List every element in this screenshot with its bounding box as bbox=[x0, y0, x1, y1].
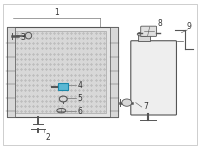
Text: 9: 9 bbox=[187, 22, 192, 31]
Text: 2: 2 bbox=[46, 133, 51, 142]
Bar bbox=[7, 27, 15, 117]
Text: 4: 4 bbox=[78, 81, 83, 90]
Ellipse shape bbox=[137, 32, 150, 36]
Text: 8: 8 bbox=[157, 20, 162, 29]
Ellipse shape bbox=[25, 32, 32, 39]
Text: 5: 5 bbox=[78, 94, 83, 103]
Bar bbox=[138, 34, 150, 41]
Bar bbox=[58, 83, 68, 90]
Text: 3: 3 bbox=[20, 33, 25, 42]
FancyBboxPatch shape bbox=[141, 26, 157, 36]
Ellipse shape bbox=[57, 108, 66, 113]
Text: 6: 6 bbox=[78, 107, 83, 116]
Bar bbox=[15, 31, 106, 113]
Bar bbox=[110, 27, 118, 117]
FancyBboxPatch shape bbox=[131, 41, 176, 115]
Text: 1: 1 bbox=[54, 8, 59, 17]
Bar bbox=[7, 27, 118, 117]
Text: 7: 7 bbox=[143, 102, 148, 111]
Circle shape bbox=[122, 99, 132, 106]
